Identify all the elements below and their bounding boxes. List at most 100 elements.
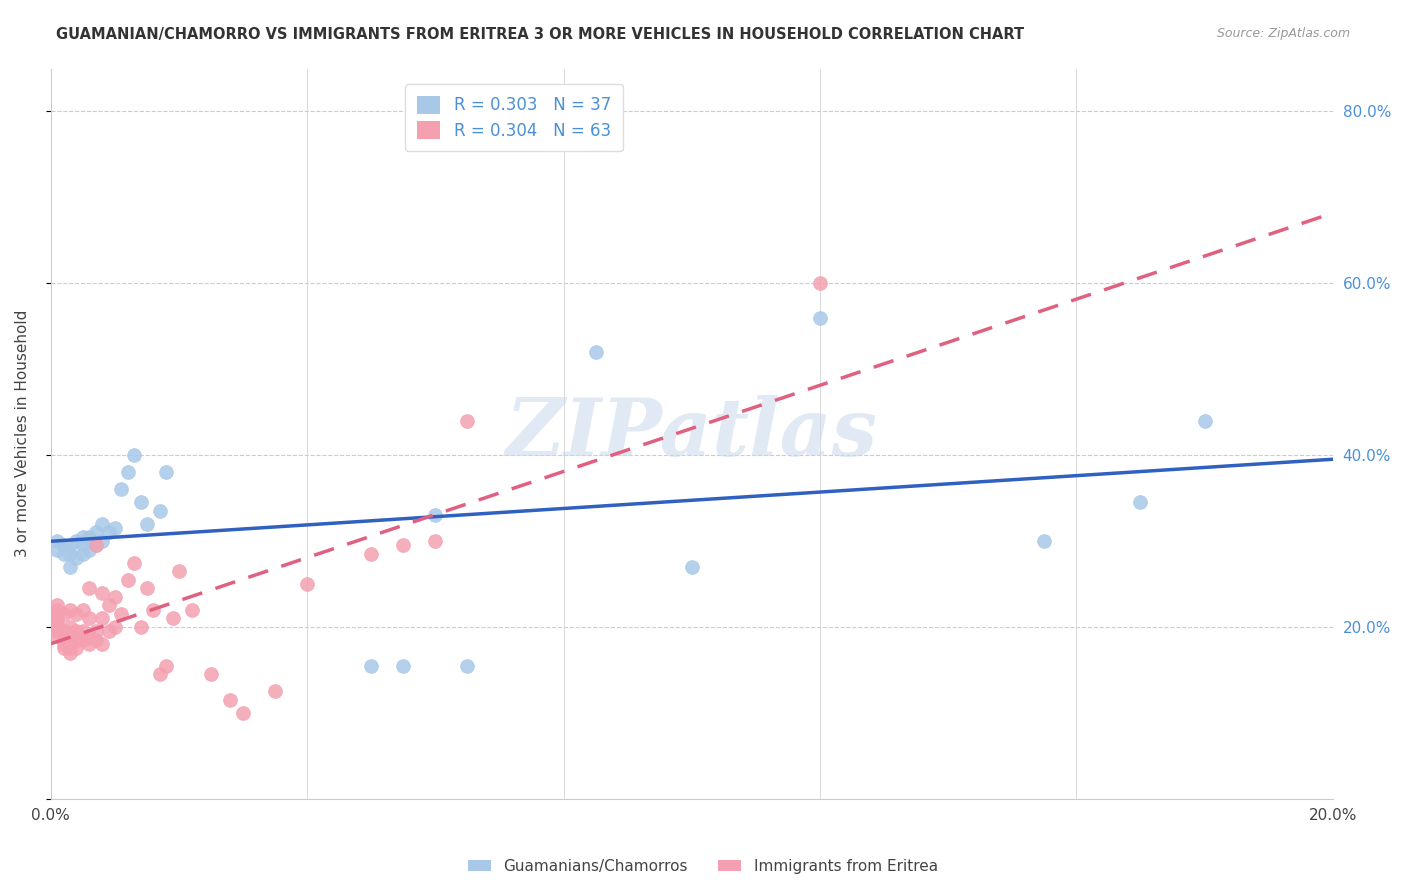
Point — [52, 538, 75, 552]
Text: GUAMANIAN/CHAMORRO VS IMMIGRANTS FROM ERITREA 3 OR MORE VEHICLES IN HOUSEHOLD CO: GUAMANIAN/CHAMORRO VS IMMIGRANTS FROM ER… — [56, 27, 1025, 42]
Point — [264, 684, 287, 698]
Point — [84, 538, 107, 552]
Point — [91, 585, 114, 599]
Point — [117, 465, 139, 479]
Point — [65, 607, 87, 621]
Point — [104, 590, 127, 604]
Point — [104, 521, 127, 535]
Point — [79, 582, 101, 596]
Point — [46, 607, 69, 621]
Legend: Guamanians/Chamorros, Immigrants from Eritrea: Guamanians/Chamorros, Immigrants from Er… — [463, 853, 943, 880]
Point — [84, 538, 107, 552]
Point — [52, 641, 75, 656]
Point — [59, 637, 82, 651]
Point — [155, 465, 177, 479]
Point — [84, 632, 107, 647]
Point — [129, 620, 152, 634]
Point — [52, 637, 75, 651]
Point — [110, 483, 132, 497]
Point — [59, 628, 82, 642]
Point — [392, 538, 415, 552]
Point — [65, 534, 87, 549]
Point — [59, 646, 82, 660]
Point — [136, 582, 159, 596]
Point — [72, 624, 94, 639]
Point — [79, 542, 101, 557]
Point — [142, 603, 165, 617]
Point — [456, 414, 478, 428]
Point — [52, 632, 75, 647]
Legend: R = 0.303   N = 37, R = 0.304   N = 63: R = 0.303 N = 37, R = 0.304 N = 63 — [405, 84, 623, 152]
Point — [129, 495, 152, 509]
Point — [360, 658, 382, 673]
Point — [91, 516, 114, 531]
Point — [65, 632, 87, 647]
Point — [392, 658, 415, 673]
Point — [1129, 495, 1152, 509]
Point — [155, 658, 177, 673]
Point — [97, 624, 120, 639]
Point — [97, 599, 120, 613]
Point — [297, 577, 319, 591]
Text: Source: ZipAtlas.com: Source: ZipAtlas.com — [1216, 27, 1350, 40]
Point — [59, 620, 82, 634]
Point — [84, 525, 107, 540]
Point — [110, 607, 132, 621]
Point — [72, 547, 94, 561]
Point — [46, 628, 69, 642]
Point — [59, 641, 82, 656]
Point — [59, 547, 82, 561]
Point — [72, 603, 94, 617]
Point — [104, 620, 127, 634]
Point — [59, 538, 82, 552]
Point — [59, 559, 82, 574]
Point — [52, 547, 75, 561]
Point — [65, 641, 87, 656]
Point — [65, 624, 87, 639]
Point — [59, 632, 82, 647]
Point — [79, 628, 101, 642]
Point — [117, 573, 139, 587]
Point — [72, 530, 94, 544]
Point — [360, 547, 382, 561]
Point — [65, 551, 87, 566]
Text: ZIPatlas: ZIPatlas — [506, 395, 877, 473]
Point — [52, 628, 75, 642]
Point — [52, 607, 75, 621]
Point — [46, 534, 69, 549]
Point — [46, 620, 69, 634]
Point — [425, 508, 447, 523]
Point — [808, 277, 831, 291]
Point — [425, 534, 447, 549]
Point — [46, 624, 69, 639]
Point — [122, 448, 145, 462]
Point — [91, 534, 114, 549]
Point — [149, 504, 172, 518]
Point — [180, 603, 202, 617]
Point — [79, 637, 101, 651]
Point — [72, 632, 94, 647]
Point — [91, 611, 114, 625]
Point — [46, 603, 69, 617]
Point — [149, 667, 172, 681]
Point — [79, 530, 101, 544]
Point — [84, 624, 107, 639]
Point — [585, 345, 607, 359]
Point — [79, 611, 101, 625]
Point — [59, 603, 82, 617]
Point — [46, 615, 69, 630]
Point — [97, 525, 120, 540]
Point — [136, 516, 159, 531]
Point — [219, 693, 242, 707]
Point — [1194, 414, 1216, 428]
Point — [456, 658, 478, 673]
Point — [808, 310, 831, 325]
Point — [162, 611, 184, 625]
Y-axis label: 3 or more Vehicles in Household: 3 or more Vehicles in Household — [15, 310, 30, 558]
Point — [681, 559, 703, 574]
Point — [52, 624, 75, 639]
Point — [91, 637, 114, 651]
Point — [200, 667, 222, 681]
Point — [46, 599, 69, 613]
Point — [72, 538, 94, 552]
